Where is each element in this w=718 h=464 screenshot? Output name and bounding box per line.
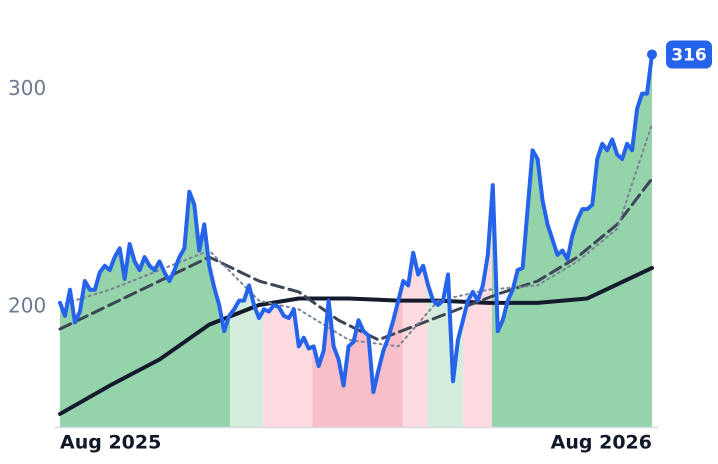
region-fill <box>312 282 403 427</box>
region-fill <box>262 305 313 427</box>
region-fill <box>230 285 263 427</box>
y-tick-label: 200 <box>8 294 46 318</box>
y-tick-label: 300 <box>8 76 46 100</box>
x-tick-label: Aug 2025 <box>60 432 161 454</box>
last-value-label: 316 <box>671 45 707 65</box>
series-line <box>58 265 654 416</box>
lines <box>58 52 654 416</box>
last-value-badge <box>666 40 712 69</box>
x-tick-label: Aug 2026 <box>551 432 652 454</box>
series-line <box>59 123 653 348</box>
region-fill <box>462 199 492 427</box>
regions <box>60 54 652 427</box>
series-line <box>58 52 654 395</box>
region-fill <box>60 191 231 427</box>
region-fill <box>427 274 463 427</box>
last-point <box>647 49 657 60</box>
region-fill <box>402 252 428 427</box>
series-line <box>58 177 654 342</box>
